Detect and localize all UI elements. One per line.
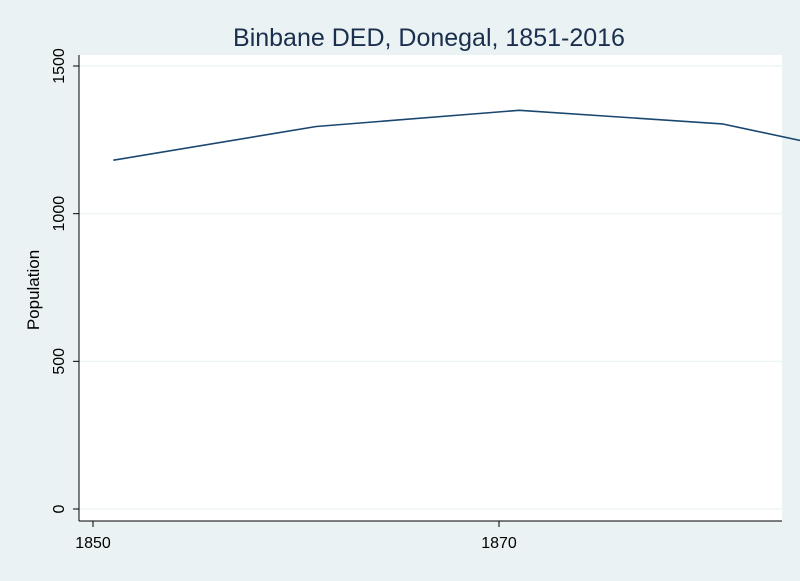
y-tick-label: 0 [51, 504, 68, 513]
series-group [113, 109, 800, 161]
y-tick-label: 500 [51, 348, 68, 375]
gridlines [79, 65, 782, 510]
chart-title: Binbane DED, Donegal, 1851-2016 [233, 24, 625, 52]
y-tick-label: 1500 [51, 48, 68, 84]
population-line [113, 109, 800, 161]
plot-area [79, 55, 782, 521]
y-axis-label: Population [24, 250, 43, 330]
x-tick-label: 1850 [75, 535, 111, 552]
axes [78, 55, 782, 522]
y-ticks: 0 500 1000 1500 [51, 48, 79, 513]
x-ticks: 185018701890191019301950197019902010 [75, 521, 517, 552]
x-tick-label: 1870 [481, 535, 517, 552]
y-tick-label: 1000 [51, 196, 68, 232]
